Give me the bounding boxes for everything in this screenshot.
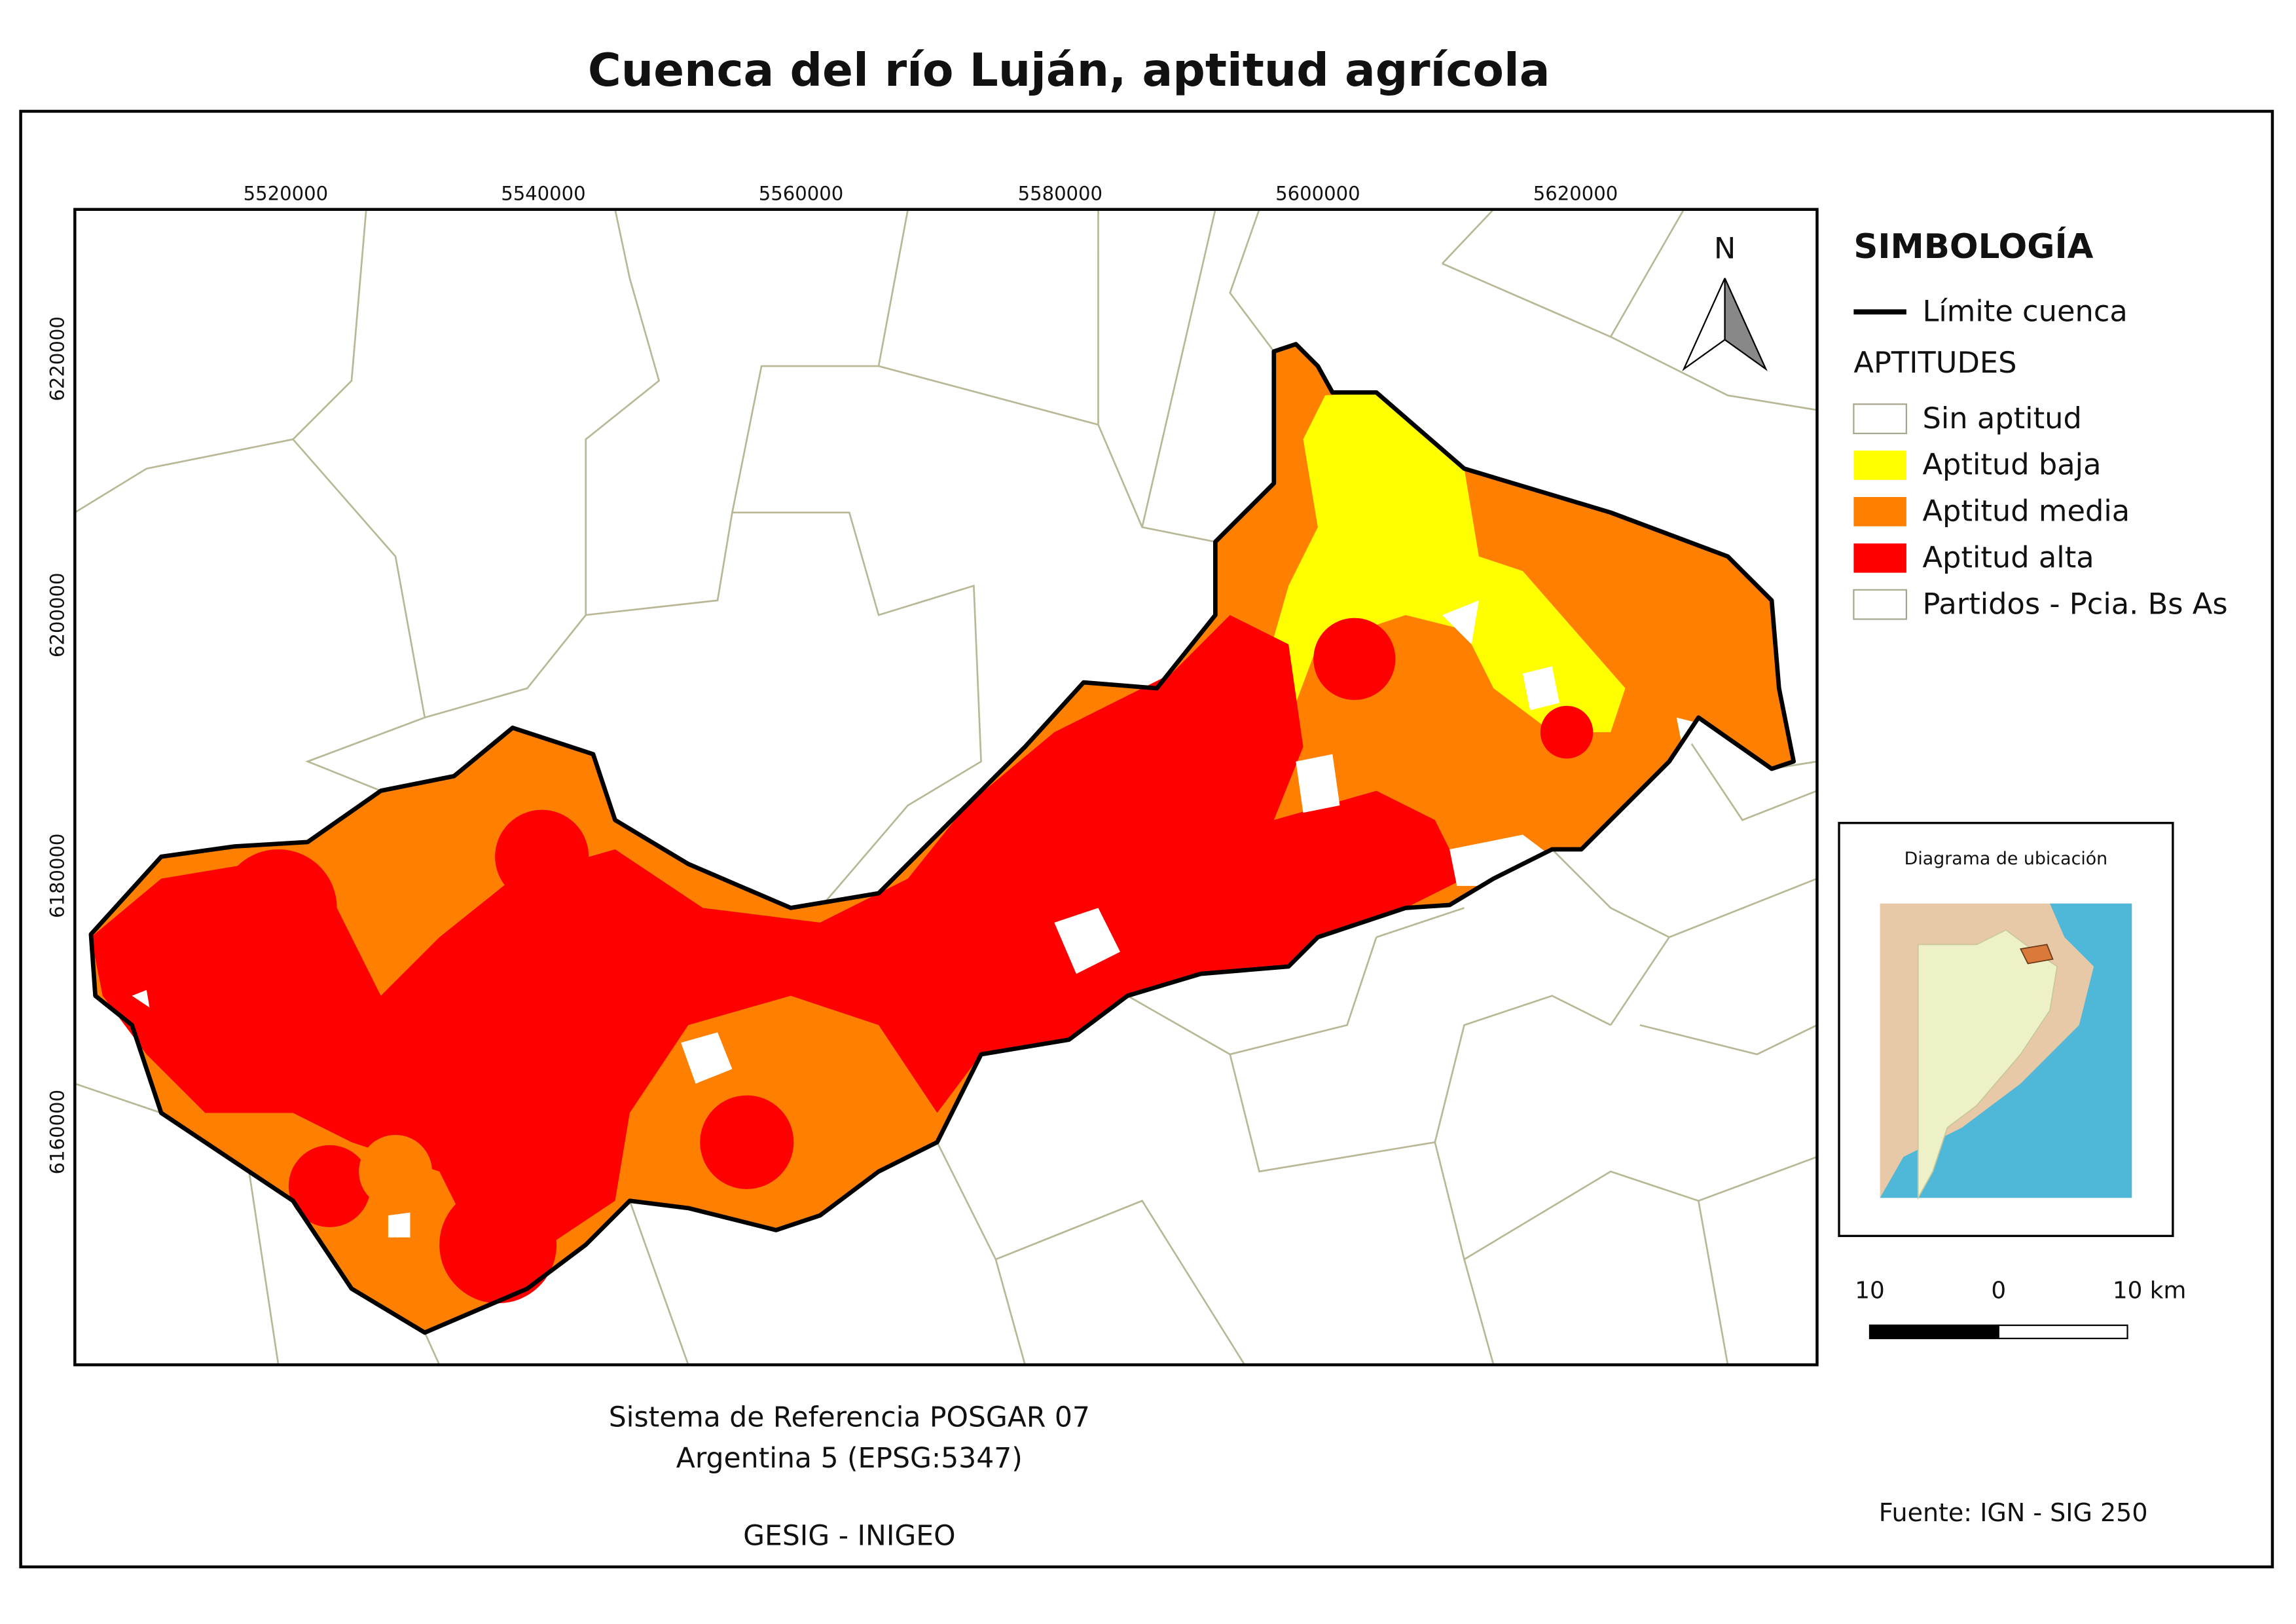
inset-title: Diagrama de ubicación — [1904, 849, 2108, 869]
sin-aptitud-patch — [681, 1032, 733, 1084]
x-coordinate-label: 5620000 — [1533, 182, 1618, 204]
scale-bar — [1868, 1324, 2128, 1340]
legend-swatch — [1853, 403, 1907, 435]
aptitud-alta-patch — [1540, 705, 1594, 759]
legend-label: Aptitud baja — [1922, 447, 2101, 482]
reference-line: Argentina 5 (EPSG:5347) — [676, 1443, 1023, 1475]
inset-map — [1880, 903, 2132, 1200]
aptitud-alta-patch — [439, 1186, 557, 1304]
sin-aptitud-patch — [1442, 600, 1479, 644]
inset-basin — [2019, 944, 2054, 965]
legend-group: APTITUDES — [1853, 345, 2016, 380]
legend-boundary-label: Límite cuenca — [1922, 294, 2127, 329]
sin-aptitud-patch — [1522, 666, 1559, 710]
reference-line: Sistema de Referencia POSGAR 07 — [609, 1401, 1090, 1433]
scale-bar-dark — [1868, 1324, 1999, 1340]
scale-bar-label: 10 km — [2113, 1277, 2186, 1304]
aptitud-alta-patch — [495, 809, 589, 904]
sin-aptitud-patches — [132, 600, 1706, 1238]
y-coordinate-label: 6160000 — [46, 1090, 69, 1174]
source: Fuente: IGN - SIG 250 — [1879, 1498, 2148, 1527]
aptitud-alta-patch — [288, 1145, 371, 1227]
sin-aptitud-patch — [1296, 754, 1340, 813]
legend-title: SIMBOLOGÍA — [1853, 227, 2093, 267]
sin-aptitud-patch — [1054, 908, 1121, 974]
partidos — [75, 209, 1817, 1365]
aptitud-alta-patch — [219, 849, 337, 967]
legend-swatch — [1853, 543, 1906, 573]
aptitud-alta-area — [90, 615, 1465, 1260]
partido-boundary — [75, 209, 1817, 1365]
x-coordinate-label: 5540000 — [501, 182, 585, 204]
title: Cuenca del río Luján, aptitud agrícola — [588, 45, 1550, 97]
y-coordinate-label: 6200000 — [46, 573, 69, 657]
outer-frame — [19, 109, 2274, 1569]
x-coordinate-label: 5580000 — [1018, 182, 1102, 204]
north-arrow-right — [1724, 278, 1768, 371]
legend-swatch — [1853, 589, 1907, 620]
inset-sea — [1880, 903, 2132, 1198]
inset-province — [1917, 929, 2058, 1200]
legend-swatch — [1853, 451, 1906, 480]
credit: GESIG - INIGEO — [743, 1521, 955, 1553]
x-coordinate-label: 5560000 — [759, 182, 843, 204]
legend-label: Aptitud media — [1922, 494, 2130, 528]
legend-label: Aptitud alta — [1922, 540, 2094, 574]
map-frame — [73, 208, 1819, 1367]
aptitud-media-patch — [359, 1135, 432, 1208]
scale-bar-light — [1997, 1324, 2128, 1340]
aptitud-alta-patch — [700, 1095, 794, 1189]
sin-aptitud-patch — [1676, 717, 1706, 754]
x-coordinate-label: 5600000 — [1275, 182, 1360, 204]
sin-aptitud-patch — [1449, 834, 1552, 886]
y-coordinate-label: 6180000 — [46, 834, 69, 918]
legend-label: Partidos - Pcia. Bs As — [1922, 586, 2227, 621]
basin — [88, 342, 1796, 1335]
scale-bar-label: 0 — [1991, 1277, 2006, 1304]
basin-boundary — [88, 342, 1796, 1335]
north-arrow: N — [1682, 231, 1768, 371]
aptitud-alta-patch — [1313, 618, 1396, 700]
aptitud-media-patch — [769, 1018, 871, 1120]
legend-label: Sin aptitud — [1922, 401, 2081, 435]
scale-bar-label: 10 — [1855, 1277, 1885, 1304]
legend-swatch — [1853, 496, 1906, 526]
aptitud-baja-area — [1259, 392, 1626, 762]
north-label: N — [1714, 231, 1736, 265]
x-coordinate-label: 5520000 — [244, 182, 328, 204]
sin-aptitud-patch — [132, 989, 150, 1008]
y-coordinate-label: 6220000 — [46, 316, 69, 401]
sin-aptitud-patch — [388, 1212, 410, 1238]
map-body — [75, 209, 1817, 1365]
